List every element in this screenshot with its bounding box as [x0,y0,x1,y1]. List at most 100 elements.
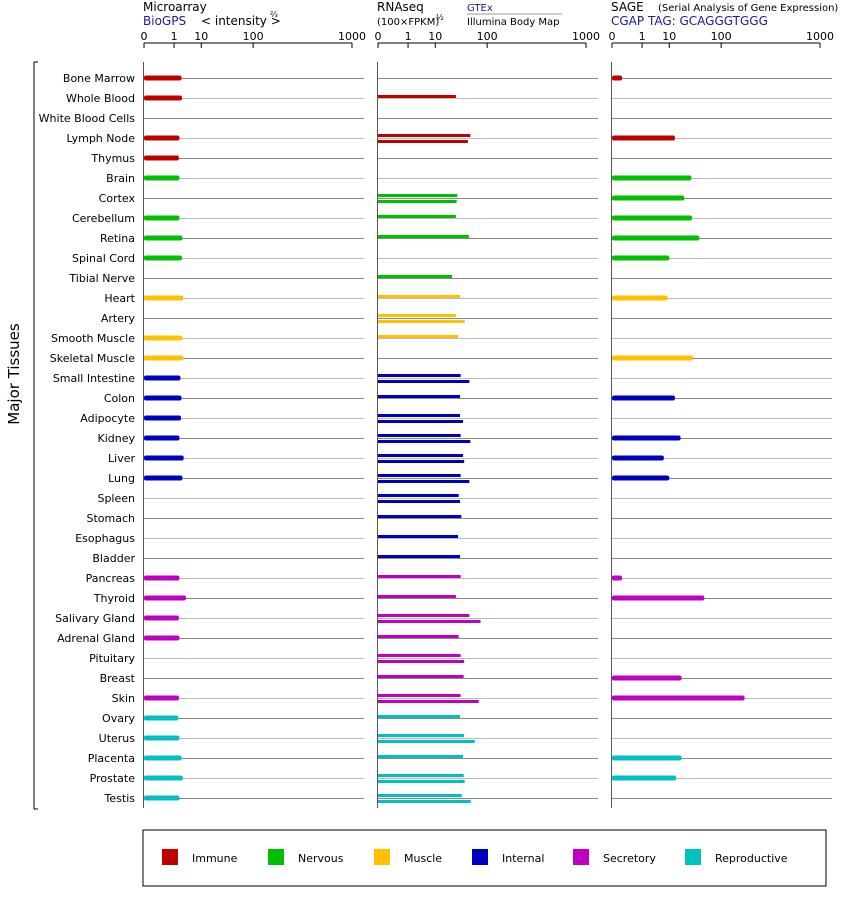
tissue-label: Artery [101,312,136,325]
rnaseq-bar [378,595,456,598]
sage-bar [612,395,675,401]
rnaseq-bar [378,675,464,678]
tissue-label: Pituitary [89,652,135,665]
sage-bar [612,135,675,141]
microarray-tick-label: 10 [194,30,208,43]
sage-tick-label: 1000 [806,30,834,43]
rnaseq-bar [378,740,475,743]
microarray-bar [144,215,180,221]
rnaseq-bar [378,235,469,238]
tissue-label: Salivary Gland [55,612,135,625]
sage-tick-label: 10 [662,30,676,43]
sage-tick-label: 100 [711,30,732,43]
rnaseq-bar [378,194,458,197]
rnaseq-bar [378,215,456,218]
tissue-label: Stomach [86,512,135,525]
rnaseq-header: RNAseq (100×FPKM) ½ GTEx Illumina Body M… [377,0,562,28]
tissue-label: Uterus [99,732,136,745]
sage-bar [612,575,623,581]
sage-bar [612,475,670,481]
rnaseq-bar [378,575,461,578]
sage-tick-label: 1 [639,30,646,43]
sage-bar [612,195,685,201]
microarray-bar [144,255,182,261]
microarray-bar [144,135,180,141]
rnaseq-bar [378,374,461,377]
microarray-tick-label: 100 [243,30,264,43]
microarray-bar [144,635,180,641]
tissue-label: Placenta [88,752,135,765]
rnaseq-bar [378,474,461,477]
rnaseq-tick-label: 10 [428,30,442,43]
microarray-bar [144,295,184,301]
rnaseq-source-bottom: Illumina Body Map [467,17,560,28]
rnaseq-bar [378,515,462,518]
rnaseq-bar [378,614,470,617]
microarray-bar [144,715,179,721]
rnaseq-tick-label: 0 [375,30,382,43]
microarray-bar [144,375,181,381]
microarray-bar [144,475,183,481]
tissue-label: Bone Marrow [63,72,135,85]
rnaseq-bar [378,134,471,137]
expression-bars [144,75,745,803]
microarray-unit: < intensity > [201,14,281,28]
sage-bar [612,695,745,701]
rnaseq-bar [378,535,459,538]
microarray-bar [144,335,183,341]
tissue-label: Ovary [102,712,135,725]
microarray-bar [144,595,186,601]
legend-swatch-immune [162,849,178,865]
tissue-label: Whole Blood [66,92,135,105]
microarray-bar [144,75,182,81]
rnaseq-bar [378,440,471,443]
tissue-label: Spinal Cord [72,252,135,265]
rnaseq-bar [378,660,465,663]
rnaseq-bar [378,635,459,638]
microarray-bar [144,155,179,161]
sage-bar [612,755,682,761]
rnaseq-bar [378,774,464,777]
sage-tick-label: 0 [609,30,616,43]
rnaseq-bar [378,620,481,623]
rnaseq-bar [378,420,464,423]
microarray-bar [144,175,180,181]
tissue-label: Cerebellum [72,212,135,225]
rnaseq-bar [378,380,470,383]
panel-axes: 0 1 10 100 1000 0 1 10 100 1000 0 1 10 100 1000 [141,30,834,808]
rnaseq-bar [378,480,470,483]
microarray-tick-label: 1000 [338,30,366,43]
tissue-label: Testis [104,792,136,805]
sage-bar [612,235,700,241]
microarray-tick-label: 1 [171,30,178,43]
tissue-label: Tibial Nerve [68,272,135,285]
microarray-bar [144,755,182,761]
sage-bar [612,215,693,221]
legend-swatch-muscle [374,849,390,865]
legend-label-muscle: Muscle [404,852,442,865]
rnaseq-bar [378,335,459,338]
tissue-label: Breast [100,672,136,685]
microarray-bar [144,615,179,621]
legend: Immune Nervous Muscle Internal Secretory Repr… [162,849,788,865]
tissue-label: Retina [100,232,135,245]
rnaseq-tick-label: 100 [477,30,498,43]
sage-bar [612,255,670,261]
microarray-bar [144,235,183,241]
tissue-label: Skeletal Muscle [50,352,135,365]
rnaseq-bar [378,320,465,323]
sage-tag: CGAP TAG: GCAGGGTGGG [611,14,768,28]
rnaseq-bar [378,200,457,203]
tissue-label: Colon [104,392,135,405]
tissue-label: Esophagus [75,532,135,545]
side-label: Major Tissues [5,323,23,425]
sage-bar [612,295,668,301]
rnaseq-bar [378,295,461,298]
rnaseq-bar [378,694,461,697]
microarray-title: Microarray [143,0,207,14]
rnaseq-bar [378,460,465,463]
microarray-bar [144,455,184,461]
microarray-bar [144,695,179,701]
rnaseq-bar [378,780,465,783]
